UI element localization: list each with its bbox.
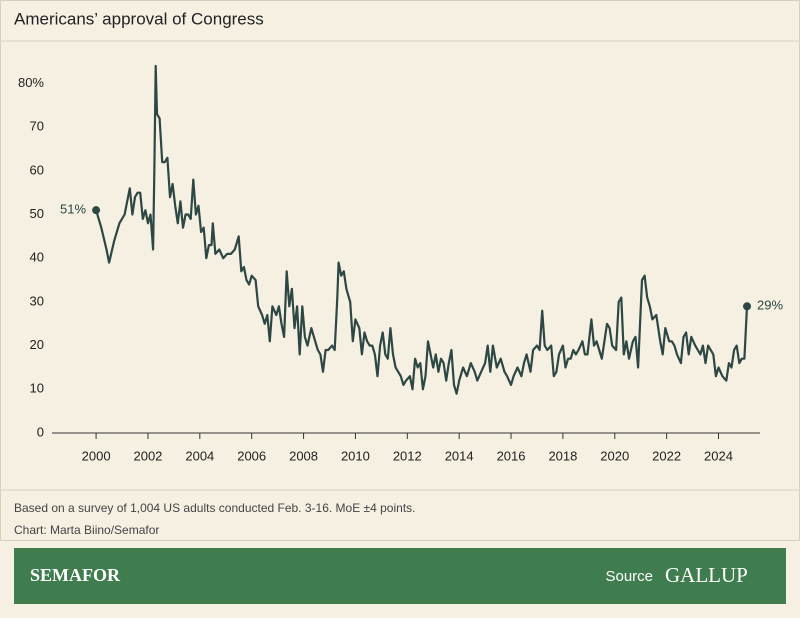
y-tick-label: 40	[30, 250, 44, 265]
y-tick-label: 70	[30, 119, 44, 134]
x-tick-label: 2024	[704, 448, 733, 463]
x-tick-label: 2010	[341, 448, 370, 463]
annotation-dot	[743, 302, 752, 311]
line	[95, 64, 749, 395]
source-label: Source	[605, 568, 653, 585]
y-tick-label: 80%	[18, 75, 44, 90]
y-tick-label: 50	[30, 206, 44, 221]
x-tick-label: 2004	[185, 448, 214, 463]
annotation-label: 51%	[60, 202, 86, 217]
x-tick-label: 2002	[133, 448, 162, 463]
y-tick-label: 30	[30, 293, 44, 308]
x-tick-label: 2008	[289, 448, 318, 463]
brand: SEMAFOR	[30, 565, 121, 585]
x-tick-label: 2018	[548, 448, 577, 463]
annotation-dot	[92, 206, 101, 215]
y-tick-label: 0	[37, 424, 44, 439]
x-tick-label: 2020	[600, 448, 629, 463]
x-tick-label: 2022	[652, 448, 681, 463]
note: Based on a survey of 1,004 US adults con…	[14, 501, 416, 515]
footer-banner	[14, 548, 786, 604]
x-tick-label: 2006	[237, 448, 266, 463]
x-tick-label: 2000	[82, 448, 111, 463]
x-tick-label: 2016	[497, 448, 526, 463]
chart-title: Americans’ approval of Congress	[14, 9, 264, 28]
y-tick-label: 10	[30, 381, 44, 396]
x-tick-label: 2014	[445, 448, 474, 463]
y-tick-label: 60	[30, 162, 44, 177]
annotation-label: 29%	[757, 298, 783, 313]
source: GALLUP	[665, 563, 748, 587]
y-tick-label: 20	[30, 337, 44, 352]
note: Chart: Marta Biino/Semafor	[14, 523, 159, 537]
x-tick-label: 2012	[393, 448, 422, 463]
